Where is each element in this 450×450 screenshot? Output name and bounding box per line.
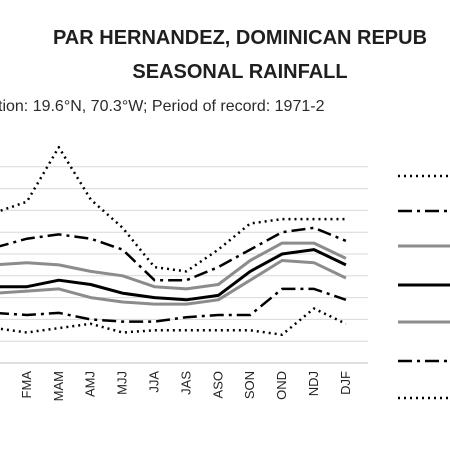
series-lines: [0, 145, 347, 336]
chart-title-line-1: PAR HERNANDEZ, DOMINICAN REPUB: [53, 27, 427, 49]
x-tick-label-ndj: NDJ: [306, 371, 321, 396]
legend: [398, 174, 450, 400]
x-tick-label-son: SON: [242, 371, 257, 399]
series-line-dashdot-black: [0, 226, 347, 282]
chart-subtitle: tion: 19.6°N, 70.3°W; Period of record: …: [0, 98, 325, 115]
x-tick-label-jja: JJA: [147, 371, 162, 393]
series-line-solid-gray: [0, 241, 347, 291]
x-tick-label-djf: DJF: [338, 371, 353, 395]
x-tick-label-amj: AMJ: [83, 371, 98, 397]
series-line-solid-gray-lower: [0, 259, 347, 306]
x-tick-label-mjj: MJJ: [115, 371, 130, 395]
x-tick-label-jfm: JFM: [0, 371, 2, 396]
series-line-dashdot-black-lower: [0, 287, 347, 323]
chart-title-line-2: SEASONAL RAINFALL: [132, 61, 347, 83]
x-tick-label-ond: OND: [274, 371, 289, 400]
x-tick-label-jas: JAS: [178, 371, 193, 395]
x-tick-labels: JFM FMA MAM AMJ MJJ JJA JAS ASO SON OND NDJ DJF: [0, 371, 353, 402]
gridlines: [0, 166, 368, 364]
x-tick-label-fma: FMA: [19, 371, 34, 399]
series-line-solid-black: [0, 248, 347, 302]
x-tick-label-aso: ASO: [210, 371, 225, 398]
x-tick-label-mam: MAM: [51, 371, 66, 401]
